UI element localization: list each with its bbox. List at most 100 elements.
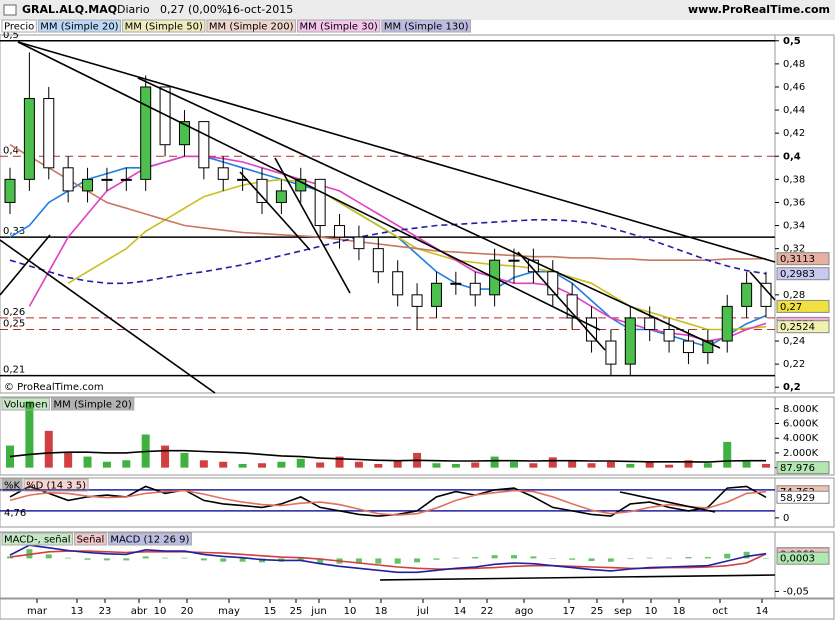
x-tick-label: 25	[591, 606, 604, 617]
candle-body	[682, 340, 694, 354]
candle-body	[4, 178, 16, 203]
value-tag-label: 58,929	[780, 493, 815, 504]
value-tag-label: 0,27	[780, 302, 802, 313]
legend-box	[1, 19, 37, 33]
hist-bar	[511, 555, 517, 559]
volume-bar	[510, 461, 518, 468]
volume-bar	[529, 463, 538, 468]
candle-body	[702, 340, 714, 354]
x-tick-label: 17	[563, 606, 576, 617]
volume-bar	[432, 463, 441, 468]
y-tick-label: 0,4	[783, 151, 801, 162]
hist-bar	[569, 558, 576, 560]
hist-bar	[530, 556, 537, 559]
hist-bar	[355, 558, 362, 564]
value-tag-label: 0,3113	[780, 254, 815, 265]
series-line	[9, 485, 767, 517]
value-tag	[776, 252, 830, 266]
x-tick-label: 22	[481, 606, 494, 617]
legend-entry: Precio	[4, 22, 34, 33]
y-tick-label: 2.000K	[783, 448, 819, 459]
y-tick-label: 0,46	[783, 82, 805, 93]
x-tick-label: jul	[416, 606, 429, 617]
trend-line	[137, 77, 721, 349]
hist-bar	[181, 557, 188, 559]
candle-body	[256, 178, 268, 203]
candle-body	[140, 86, 152, 180]
x-tick-label: may	[218, 606, 240, 617]
legend-entry: MACD-, señal	[4, 535, 71, 546]
candle-body	[62, 167, 74, 192]
hist-bar	[549, 558, 556, 559]
candle-body	[178, 121, 190, 146]
x-tick-label: 10	[645, 606, 658, 617]
volume-bar	[762, 463, 770, 468]
candle-body	[644, 317, 656, 330]
volume-bar	[684, 460, 693, 468]
legend-entry: Señal	[77, 535, 105, 546]
hist-bar	[123, 558, 130, 561]
volume-bar	[219, 461, 228, 468]
legend-entry: MM (Simple 20)	[40, 22, 118, 33]
level-label: 0,26	[3, 307, 25, 318]
volume-bar	[471, 462, 480, 468]
value-tag	[776, 299, 830, 313]
level-label: 0,4	[3, 145, 19, 156]
hist-bar	[103, 558, 110, 561]
volume-bar	[393, 460, 402, 468]
hist-bar	[491, 555, 498, 559]
hist-bar	[666, 557, 673, 559]
hist-bar	[65, 557, 72, 559]
hist-bar	[472, 557, 479, 559]
legend-entry: MM (Simple 130)	[384, 22, 469, 33]
price: 0,27 (0,00%)	[160, 3, 232, 16]
legend-entry: MM (Simple 200)	[209, 22, 294, 33]
header-bar	[0, 0, 835, 20]
series-line	[9, 449, 766, 463]
level-label: 0,21	[3, 365, 25, 376]
volume-bar	[374, 463, 383, 468]
y-tick-label: 0,48	[783, 59, 805, 70]
hist-bar	[646, 557, 653, 559]
volume-bar	[25, 401, 34, 468]
panel-frame	[0, 34, 776, 394]
volume-bar	[122, 460, 131, 468]
x-tick-label: ago	[515, 606, 534, 617]
volume-bar	[296, 458, 305, 468]
series-line	[9, 144, 767, 261]
y-tick-label: 0,5	[783, 36, 801, 47]
volume-bar	[199, 460, 208, 468]
candle-body	[334, 225, 346, 238]
x-tick-label: jun	[310, 606, 326, 617]
site: www.ProRealTime.com	[688, 3, 830, 16]
x-tick-label: 18	[375, 606, 388, 617]
period: Diario	[117, 3, 150, 16]
series-line	[9, 489, 767, 516]
legend-entry: Volumen	[4, 400, 48, 411]
y-tick-label: 8.000K	[783, 404, 819, 415]
trend-line	[379, 574, 776, 581]
trend-line	[0, 234, 51, 296]
hist-bar	[220, 558, 227, 562]
legend-box	[206, 19, 297, 33]
volume-bar	[742, 461, 751, 468]
hist-bar	[162, 557, 169, 559]
trend-line	[517, 251, 606, 351]
chart-icon	[3, 4, 17, 16]
candle-body	[159, 86, 171, 146]
legend-box	[107, 532, 192, 546]
hist-bar	[627, 558, 634, 560]
y-tick-label: 0,44	[783, 105, 805, 116]
legend-box	[74, 532, 107, 546]
candle-body	[23, 98, 35, 180]
trend-line	[239, 171, 311, 251]
y-tick-label: 0	[783, 513, 789, 524]
value-tag	[776, 551, 830, 565]
candle-body	[120, 178, 132, 181]
legend-box	[37, 19, 122, 33]
candle-body	[82, 178, 94, 192]
trend-line	[0, 239, 216, 394]
legend-box	[297, 19, 381, 33]
legend-entry: %K	[4, 481, 21, 492]
